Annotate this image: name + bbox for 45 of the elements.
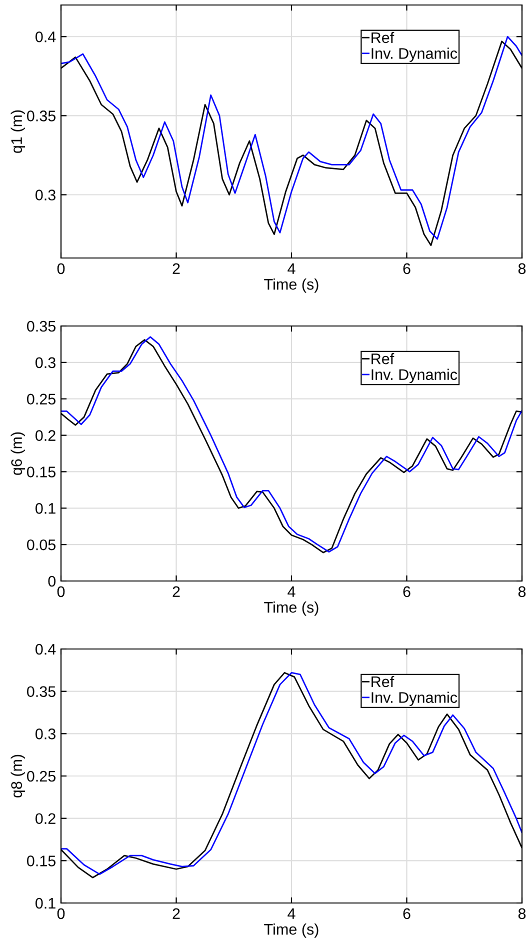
x-tick-label: 6 <box>403 263 410 274</box>
x-tick-label: 6 <box>403 586 410 598</box>
y-tick-label: 0.05 <box>27 539 56 550</box>
x-tick-label: 8 <box>518 908 526 920</box>
y-tick-label: 0.15 <box>27 466 56 478</box>
y-axis-title: q8 (m) <box>10 754 26 798</box>
y-tick-label: 0.25 <box>27 394 56 405</box>
y-tick-label: 0.2 <box>36 813 56 824</box>
legend-label: Ref <box>372 353 394 364</box>
y-tick-label: 0.4 <box>36 31 56 42</box>
y-tick-label: 0.2 <box>36 430 56 441</box>
legend-label: Inv. Dynamic <box>372 48 458 62</box>
y-axis-title: q6 (m) <box>10 432 26 475</box>
y-tick-label: 0.3 <box>36 728 56 740</box>
x-tick-label: 2 <box>172 263 180 274</box>
y-tick-label: 0 <box>48 576 56 587</box>
y-tick-label: 0.35 <box>27 110 56 122</box>
x-tick-label: 0 <box>57 586 65 598</box>
x-axis-title: Time (s) <box>264 278 318 293</box>
x-tick-label: 0 <box>57 908 65 920</box>
x-tick-label: 2 <box>172 908 180 919</box>
x-tick-label: 4 <box>288 586 296 597</box>
y-tick-label: 0.1 <box>36 503 56 514</box>
x-tick-label: 0 <box>57 263 65 274</box>
x-axis-title: Time (s) <box>264 923 318 938</box>
x-tick-label: 4 <box>288 908 296 919</box>
y-tick-label: 0.35 <box>27 686 56 698</box>
x-tick-label: 2 <box>172 586 180 597</box>
y-tick-label: 0.15 <box>27 856 56 866</box>
x-axis-title: Time (s) <box>264 601 318 616</box>
y-tick-label: 0.3 <box>36 357 56 368</box>
legend-label: Inv. Dynamic <box>372 692 458 706</box>
y-tick-label: 0.25 <box>27 770 56 782</box>
y-axis-title: q1 (m) <box>10 110 26 153</box>
legend-label: Ref <box>372 676 394 688</box>
legend-label: Inv. Dynamic <box>372 368 458 384</box>
legend-label: Ref <box>372 32 394 44</box>
y-tick-label: 0.4 <box>36 644 56 655</box>
y-tick-label: 0.3 <box>36 190 56 200</box>
y-tick-label: 0.35 <box>27 320 56 332</box>
x-tick-label: 8 <box>518 586 526 598</box>
x-tick-label: 6 <box>403 908 410 920</box>
x-tick-label: 8 <box>518 263 526 274</box>
y-tick-label: 0.1 <box>36 898 56 909</box>
x-tick-label: 4 <box>288 263 296 274</box>
